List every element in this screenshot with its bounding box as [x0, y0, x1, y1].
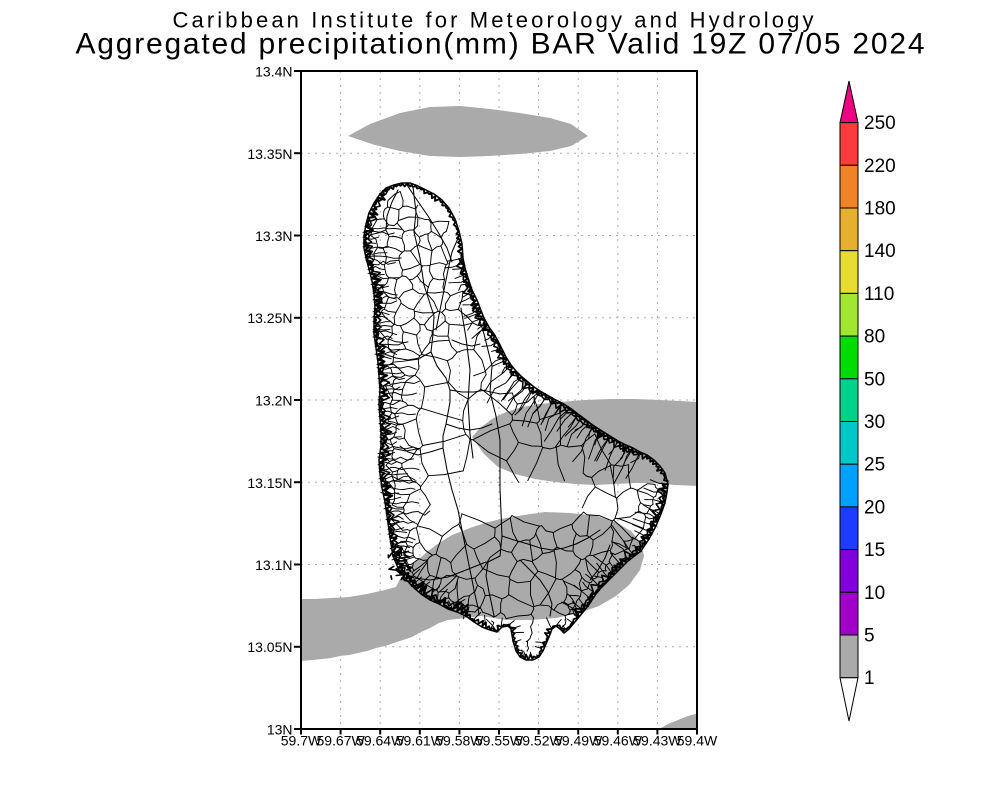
svg-text:50: 50 — [864, 369, 885, 390]
svg-text:10: 10 — [864, 583, 885, 604]
svg-text:5: 5 — [864, 626, 875, 647]
svg-text:13.15N: 13.15N — [247, 475, 292, 491]
svg-text:59.52W: 59.52W — [514, 733, 563, 749]
svg-text:59.46W: 59.46W — [594, 733, 643, 749]
svg-text:59.64W: 59.64W — [356, 733, 405, 749]
svg-text:13.1N: 13.1N — [255, 557, 292, 573]
svg-text:59.4W: 59.4W — [677, 733, 718, 749]
svg-text:15: 15 — [864, 540, 885, 561]
svg-text:13N: 13N — [267, 722, 293, 738]
svg-text:20: 20 — [864, 497, 885, 518]
svg-text:220: 220 — [864, 156, 896, 177]
svg-text:180: 180 — [864, 199, 896, 220]
svg-text:Aggregated precipitation(mm) B: Aggregated precipitation(mm) BAR Valid 1… — [76, 28, 925, 61]
svg-text:80: 80 — [864, 327, 885, 348]
svg-text:250: 250 — [864, 113, 896, 134]
svg-text:59.49W: 59.49W — [554, 733, 603, 749]
svg-text:30: 30 — [864, 412, 885, 433]
svg-text:13.2N: 13.2N — [255, 393, 292, 409]
svg-text:110: 110 — [864, 284, 894, 305]
svg-text:59.7W: 59.7W — [281, 733, 322, 749]
svg-text:1: 1 — [864, 668, 875, 689]
svg-text:13.25N: 13.25N — [247, 310, 292, 326]
svg-text:13.4N: 13.4N — [255, 64, 292, 80]
svg-text:59.55W: 59.55W — [475, 733, 524, 749]
svg-text:140: 140 — [864, 241, 896, 262]
svg-text:59.61W: 59.61W — [396, 733, 445, 749]
svg-text:25: 25 — [864, 455, 885, 476]
svg-text:13.35N: 13.35N — [247, 146, 292, 162]
svg-text:13.05N: 13.05N — [247, 639, 292, 655]
svg-text:13.3N: 13.3N — [255, 228, 292, 244]
svg-text:59.43W: 59.43W — [633, 733, 682, 749]
svg-text:59.67W: 59.67W — [316, 733, 365, 749]
svg-text:59.58W: 59.58W — [435, 733, 484, 749]
